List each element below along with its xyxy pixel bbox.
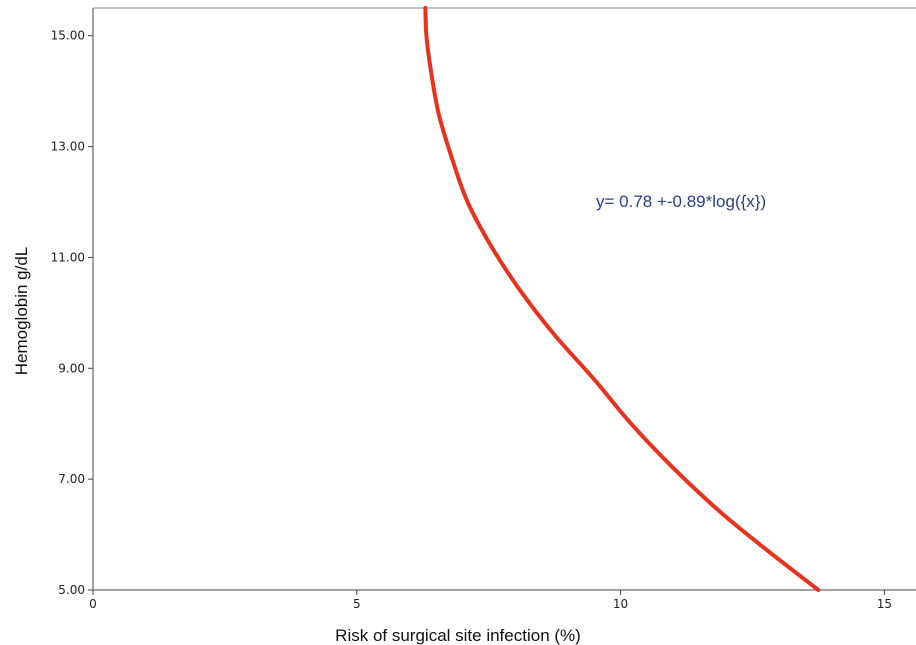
y-tick-label: 11.00 <box>51 250 85 264</box>
y-axis-ticks: 5.00 7.00 9.00 11.00 13.00 15.00 <box>51 29 93 597</box>
x-tick-label: 5 <box>353 597 361 611</box>
x-tick-label: 10 <box>613 597 628 611</box>
plot-frame <box>92 7 916 591</box>
fit-curve-line <box>423 6 821 592</box>
y-tick-label: 7.00 <box>58 472 85 486</box>
x-tick-label: 0 <box>89 597 97 611</box>
x-tick-label: 15 <box>877 597 892 611</box>
y-tick-label: 5.00 <box>58 583 85 597</box>
x-axis-title: Risk of surgical site infection (%) <box>335 626 581 645</box>
y-tick-label: 15.00 <box>51 29 85 43</box>
series-layer <box>423 6 821 592</box>
y-tick-label: 9.00 <box>58 361 85 375</box>
x-axis-ticks: 0 5 10 15 <box>89 590 892 611</box>
equation-annotation: y= 0.78 +-0.89*log({x}) <box>596 192 766 211</box>
y-tick-label: 13.00 <box>51 140 85 154</box>
y-axis-title: Hemoglobin g/dL <box>12 247 31 376</box>
